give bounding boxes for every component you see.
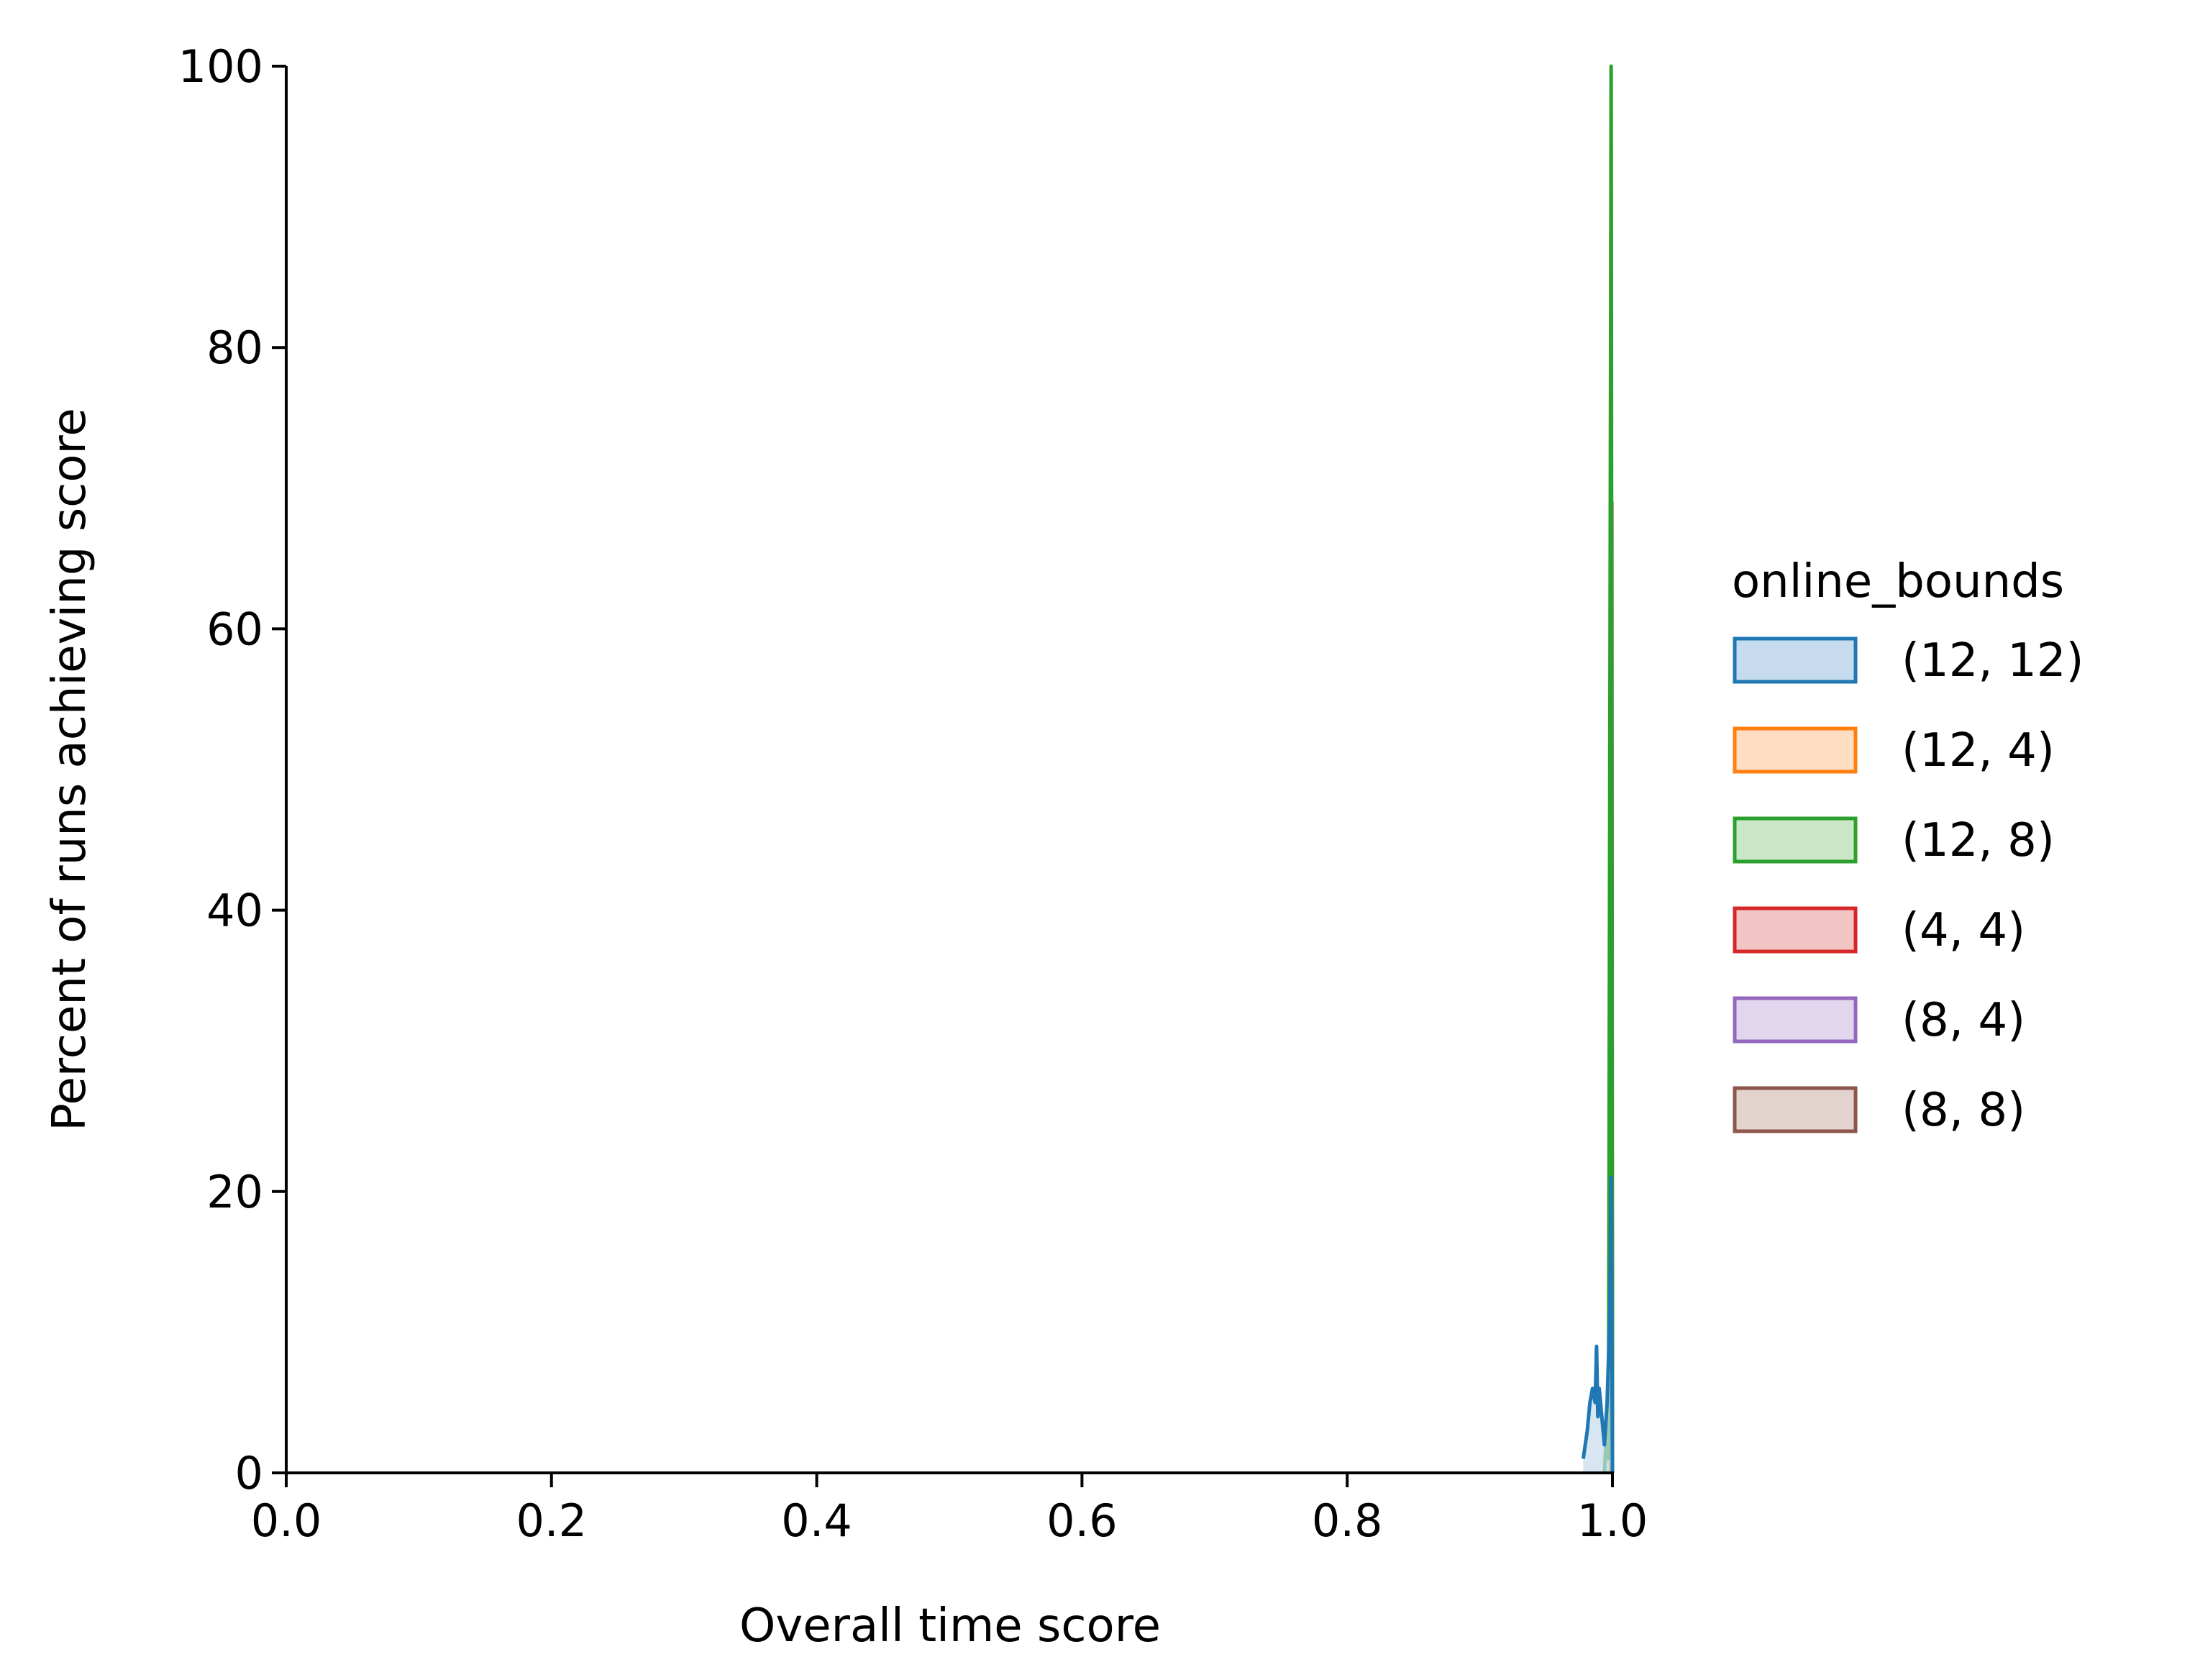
y-ticks: 0 20 40 60 80 100 [178,40,286,1499]
legend-swatch [1733,906,1858,954]
x-tick-label: 0.2 [516,1494,587,1547]
x-tick-label: 0.4 [781,1494,852,1547]
series-layer [1581,64,1615,1474]
y-axis-label: Percent of runs achieving score [43,408,96,1131]
legend-label: (8, 8) [1902,1084,2025,1137]
legend-title: online_bounds [1732,555,2064,608]
y-tick-label: 40 [206,885,263,937]
y-tick-label: 60 [206,603,263,655]
x-tick-label: 0.8 [1312,1494,1383,1547]
legend-swatch [1733,726,1858,774]
x-tick-label: 0.0 [251,1494,322,1547]
legend-items: (12, 12) (12, 4) (12, 8) (4, 4) (8, 4) (8, 8) [1733,634,2084,1137]
x-tick-label: 1.0 [1577,1494,1648,1547]
y-tick-label: 80 [206,321,263,374]
legend: online_bounds (12, 12) (12, 4) (12, 8) (4, … [1732,555,2084,1137]
y-tick-label: 0 [235,1447,263,1499]
legend-swatch [1733,636,1858,684]
x-tick-label: 0.6 [1046,1494,1118,1547]
legend-label: (4, 4) [1902,904,2025,957]
legend-label: (12, 12) [1902,634,2084,688]
series-line [1581,1175,1615,1474]
legend-label: (8, 4) [1902,994,2025,1047]
x-axis-label: Overall time score [739,1599,1161,1653]
y-tick-label: 100 [178,40,263,93]
legend-swatch [1733,996,1858,1044]
x-ticks: 0.0 0.2 0.4 0.6 0.8 1.0 [251,1473,1648,1547]
legend-label: (12, 8) [1902,814,2055,867]
y-tick-label: 20 [206,1166,263,1218]
legend-swatch [1733,816,1858,864]
legend-swatch [1733,1086,1858,1133]
legend-label: (12, 4) [1902,724,2055,777]
